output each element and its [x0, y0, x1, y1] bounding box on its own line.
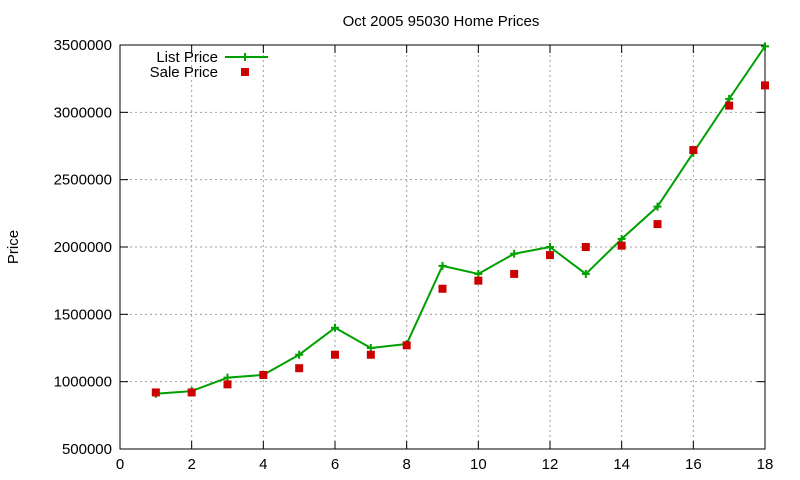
data-point-list-price — [653, 202, 662, 211]
data-point-list-price — [510, 249, 519, 258]
y-tick-label: 3000000 — [54, 104, 112, 121]
data-point-sale-price — [187, 388, 196, 397]
y-tick-label: 1500000 — [54, 306, 112, 323]
data-point-sale-price — [653, 220, 662, 229]
data-point-list-price — [366, 344, 375, 352]
legend-label-sale-price: Sale Price — [150, 64, 218, 81]
x-tick-label: 16 — [685, 456, 702, 473]
data-point-sale-price — [510, 269, 519, 278]
series-layer — [151, 42, 769, 398]
data-point-list-price — [295, 350, 304, 359]
x-tick-label: 2 — [187, 456, 195, 473]
data-point-sale-price — [259, 370, 268, 379]
data-point-sale-price — [151, 388, 160, 397]
data-point-sale-price — [474, 276, 483, 285]
y-tick-label: 500000 — [62, 441, 112, 458]
x-tick-label: 8 — [402, 456, 410, 473]
data-point-list-price — [581, 269, 590, 278]
legend-label-list-price: List Price — [156, 49, 218, 66]
data-point-list-price — [761, 42, 769, 51]
data-point-sale-price — [617, 241, 626, 250]
data-point-sale-price — [366, 350, 375, 359]
data-point-sale-price — [761, 81, 769, 90]
y-axis-label: Price — [5, 230, 22, 264]
y-tick-label: 2500000 — [54, 172, 112, 189]
data-point-list-price — [725, 94, 734, 103]
x-tick-label: 4 — [259, 456, 267, 473]
data-point-sale-price — [295, 364, 304, 373]
x-tick-label: 14 — [613, 456, 630, 473]
legend-marker-sale-price — [241, 68, 249, 76]
y-tick-label: 1000000 — [54, 374, 112, 391]
x-tick-label: 6 — [331, 456, 339, 473]
grid — [120, 45, 765, 449]
legend: List Price Sale Price — [150, 49, 268, 81]
axis-ticks: 500000 1000000 1500000 2000000 2500000 300000… — [54, 37, 774, 473]
data-point-list-price — [223, 373, 232, 382]
data-point-sale-price — [725, 101, 734, 110]
data-point-list-price — [331, 323, 339, 332]
x-tick-label: 10 — [470, 456, 487, 473]
data-point-sale-price — [223, 380, 232, 389]
chart-title: Oct 2005 95030 Home Prices — [343, 13, 540, 30]
data-point-sale-price — [331, 350, 339, 359]
data-point-sale-price — [581, 243, 590, 251]
data-point-list-price — [474, 269, 483, 278]
x-tick-label: 18 — [757, 456, 774, 473]
data-point-sale-price — [402, 341, 411, 350]
data-point-sale-price — [438, 284, 447, 293]
x-tick-label: 12 — [542, 456, 559, 473]
data-point-sale-price — [546, 251, 554, 260]
y-tick-label: 3500000 — [54, 37, 112, 54]
y-tick-label: 2000000 — [54, 239, 112, 256]
x-tick-label: 0 — [116, 456, 124, 473]
data-point-sale-price — [689, 146, 698, 155]
series-line-list-price — [155, 45, 766, 395]
data-point-list-price — [438, 261, 447, 270]
data-point-list-price — [617, 234, 626, 243]
legend-marker-list-price — [241, 53, 249, 61]
data-point-list-price — [546, 243, 554, 251]
